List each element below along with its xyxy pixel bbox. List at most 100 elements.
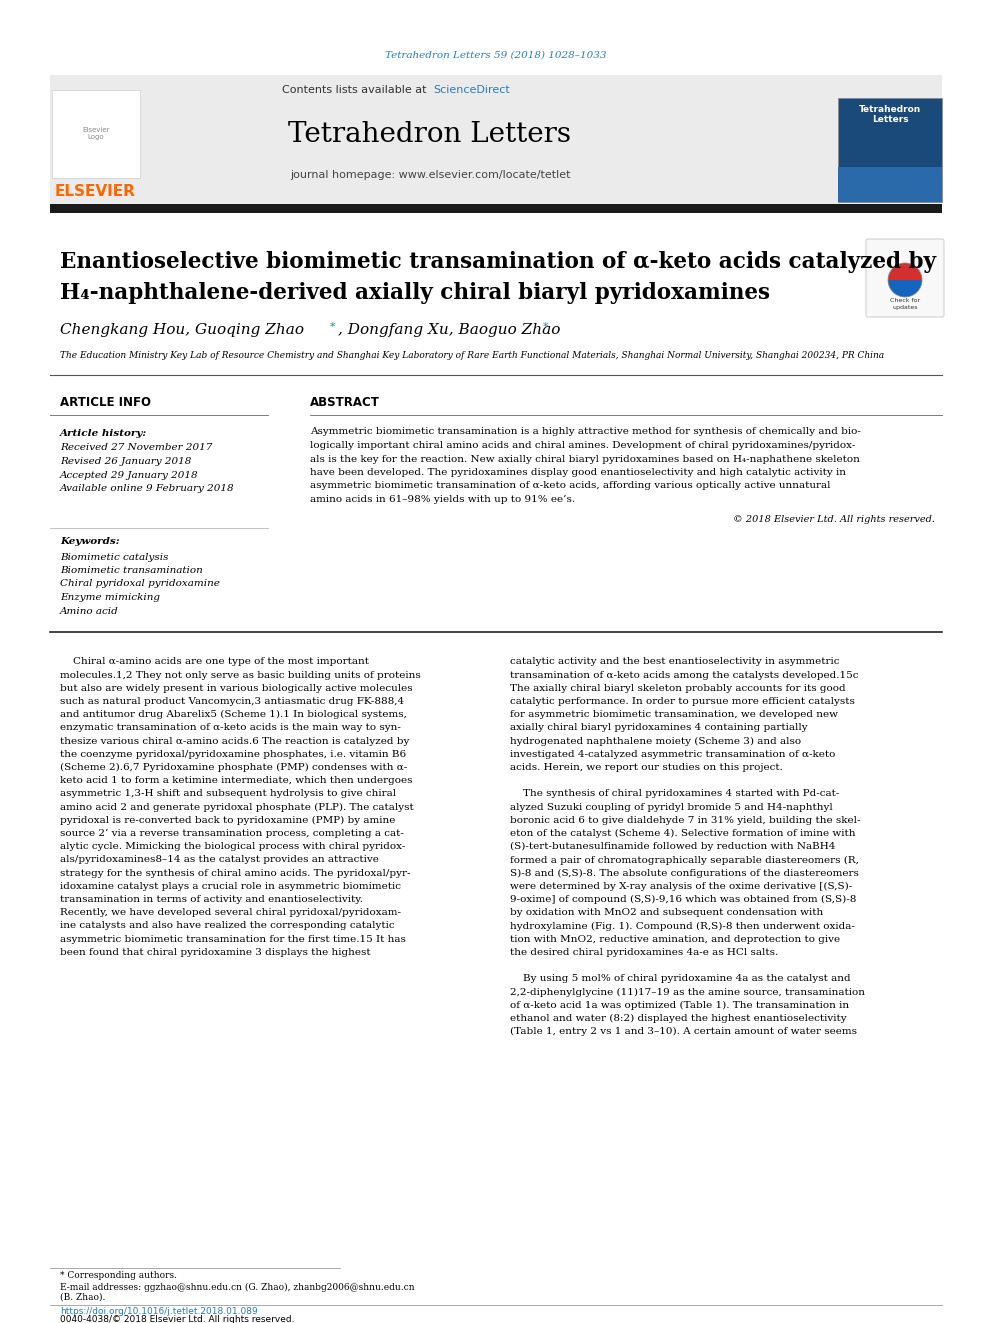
Text: hydroxylamine (Fig. 1). Compound (R,S)-8 then underwent oxida-: hydroxylamine (Fig. 1). Compound (R,S)-8… <box>510 921 855 930</box>
Text: enzymatic transamination of α-keto acids is the main way to syn-: enzymatic transamination of α-keto acids… <box>60 724 401 733</box>
Bar <box>838 167 942 202</box>
Text: By using 5 mol% of chiral pyridoxamine 4a as the catalyst and: By using 5 mol% of chiral pyridoxamine 4… <box>510 974 850 983</box>
FancyBboxPatch shape <box>866 239 944 318</box>
Text: Accepted 29 January 2018: Accepted 29 January 2018 <box>60 471 198 479</box>
Text: logically important chiral amino acids and chiral amines. Development of chiral : logically important chiral amino acids a… <box>310 441 855 450</box>
Text: the coenzyme pyridoxal/pyridoxamine phosphates, i.e. vitamin B6: the coenzyme pyridoxal/pyridoxamine phos… <box>60 750 406 759</box>
Text: by oxidation with MnO2 and subsequent condensation with: by oxidation with MnO2 and subsequent co… <box>510 909 823 917</box>
Text: * Corresponding authors.: * Corresponding authors. <box>60 1271 177 1281</box>
Text: Tetrahedron Letters: Tetrahedron Letters <box>289 122 571 148</box>
Text: Elsevier
Logo: Elsevier Logo <box>82 127 110 140</box>
Text: have been developed. The pyridoxamines display good enantioselectivity and high : have been developed. The pyridoxamines d… <box>310 468 846 478</box>
Text: hydrogenated naphthalene moiety (Scheme 3) and also: hydrogenated naphthalene moiety (Scheme … <box>510 737 802 746</box>
Text: *: * <box>330 321 335 332</box>
Text: asymmetric biomimetic transamination of α-keto acids, affording various opticall: asymmetric biomimetic transamination of … <box>310 482 830 491</box>
Text: were determined by X-ray analysis of the oxime derivative [(S,S)-: were determined by X-ray analysis of the… <box>510 882 852 890</box>
Text: strategy for the synthesis of chiral amino acids. The pyridoxal/pyr-: strategy for the synthesis of chiral ami… <box>60 869 411 877</box>
Text: Recently, we have developed several chiral pyridoxal/pyridoxam-: Recently, we have developed several chir… <box>60 909 401 917</box>
Text: The axially chiral biaryl skeleton probably accounts for its good: The axially chiral biaryl skeleton proba… <box>510 684 845 693</box>
Text: updates: updates <box>892 306 918 311</box>
Text: © 2018 Elsevier Ltd. All rights reserved.: © 2018 Elsevier Ltd. All rights reserved… <box>733 516 935 524</box>
Text: (Scheme 2).6,7 Pyridoxamine phosphate (PMP) condenses with α-: (Scheme 2).6,7 Pyridoxamine phosphate (P… <box>60 763 408 773</box>
Text: Enzyme mimicking: Enzyme mimicking <box>60 593 160 602</box>
Text: https://doi.org/10.1016/j.tetlet.2018.01.089: https://doi.org/10.1016/j.tetlet.2018.01… <box>60 1307 258 1316</box>
Text: Chengkang Hou, Guoqing Zhao: Chengkang Hou, Guoqing Zhao <box>60 323 309 337</box>
Text: ARTICLE INFO: ARTICLE INFO <box>60 396 151 409</box>
Text: tion with MnO2, reductive amination, and deprotection to give: tion with MnO2, reductive amination, and… <box>510 935 840 943</box>
Text: source 2’ via a reverse transamination process, completing a cat-: source 2’ via a reverse transamination p… <box>60 830 404 837</box>
Text: als is the key for the reaction. New axially chiral biaryl pyridoxamines based o: als is the key for the reaction. New axi… <box>310 455 860 463</box>
Text: *: * <box>543 321 549 332</box>
Text: (S)-tert-butanesulfinamide followed by reduction with NaBH4: (S)-tert-butanesulfinamide followed by r… <box>510 843 835 852</box>
Text: investigated 4-catalyzed asymmetric transamination of α-keto: investigated 4-catalyzed asymmetric tran… <box>510 750 835 759</box>
Bar <box>50 204 942 213</box>
Text: S)-8 and (S,S)-8. The absolute configurations of the diastereomers: S)-8 and (S,S)-8. The absolute configura… <box>510 869 859 877</box>
Text: been found that chiral pyridoxamine 3 displays the highest: been found that chiral pyridoxamine 3 di… <box>60 947 371 957</box>
Text: formed a pair of chromatographically separable diastereomers (R,: formed a pair of chromatographically sep… <box>510 856 859 864</box>
Text: ScienceDirect: ScienceDirect <box>433 85 510 95</box>
Text: The synthesis of chiral pyridoxamines 4 started with Pd-cat-: The synthesis of chiral pyridoxamines 4 … <box>510 790 839 799</box>
Text: thesize various chiral α-amino acids.6 The reaction is catalyzed by: thesize various chiral α-amino acids.6 T… <box>60 737 410 746</box>
Text: such as natural product Vancomycin,3 antiasmatic drug FK-888,4: such as natural product Vancomycin,3 ant… <box>60 697 404 706</box>
Wedge shape <box>888 263 922 280</box>
Text: (Table 1, entry 2 vs 1 and 3–10). A certain amount of water seems: (Table 1, entry 2 vs 1 and 3–10). A cert… <box>510 1027 857 1036</box>
Text: journal homepage: www.elsevier.com/locate/tetlet: journal homepage: www.elsevier.com/locat… <box>290 169 570 180</box>
Text: idoxamine catalyst plays a crucial role in asymmetric biomimetic: idoxamine catalyst plays a crucial role … <box>60 882 401 890</box>
Text: ABSTRACT: ABSTRACT <box>310 396 380 409</box>
Text: Contents lists available at: Contents lists available at <box>282 85 430 95</box>
Text: Tetrahedron: Tetrahedron <box>859 106 922 115</box>
Text: Revised 26 January 2018: Revised 26 January 2018 <box>60 456 191 466</box>
Text: keto acid 1 to form a ketimine intermediate, which then undergoes: keto acid 1 to form a ketimine intermedi… <box>60 777 413 786</box>
Text: boronic acid 6 to give dialdehyde 7 in 31% yield, building the skel-: boronic acid 6 to give dialdehyde 7 in 3… <box>510 816 860 826</box>
Text: the desired chiral pyridoxamines 4a-e as HCl salts.: the desired chiral pyridoxamines 4a-e as… <box>510 947 779 957</box>
Text: but also are widely present in various biologically active molecules: but also are widely present in various b… <box>60 684 413 693</box>
Text: alyzed Suzuki coupling of pyridyl bromide 5 and H4-naphthyl: alyzed Suzuki coupling of pyridyl bromid… <box>510 803 832 812</box>
Text: 2,2-diphenylglycine (11)17–19 as the amine source, transamination: 2,2-diphenylglycine (11)17–19 as the ami… <box>510 987 865 996</box>
Text: amino acid 2 and generate pyridoxal phosphate (PLP). The catalyst: amino acid 2 and generate pyridoxal phos… <box>60 803 414 812</box>
Text: eton of the catalyst (Scheme 4). Selective formation of imine with: eton of the catalyst (Scheme 4). Selecti… <box>510 830 855 839</box>
Text: for asymmetric biomimetic transamination, we developed new: for asymmetric biomimetic transamination… <box>510 710 838 720</box>
Text: Chiral α-amino acids are one type of the most important: Chiral α-amino acids are one type of the… <box>60 658 369 667</box>
Text: E-mail addresses: ggzhao@shnu.edu.cn (G. Zhao), zhanbg2006@shnu.edu.cn: E-mail addresses: ggzhao@shnu.edu.cn (G.… <box>60 1282 415 1291</box>
Text: of α-keto acid 1a was optimized (Table 1). The transamination in: of α-keto acid 1a was optimized (Table 1… <box>510 1000 849 1009</box>
Text: (B. Zhao).: (B. Zhao). <box>60 1293 105 1302</box>
Text: Letters: Letters <box>872 115 909 124</box>
Text: asymmetric 1,3-H shift and subsequent hydrolysis to give chiral: asymmetric 1,3-H shift and subsequent hy… <box>60 790 396 799</box>
Text: asymmetric biomimetic transamination for the first time.15 It has: asymmetric biomimetic transamination for… <box>60 935 406 943</box>
Bar <box>52 90 140 179</box>
Text: transamination in terms of activity and enantioselectivity.: transamination in terms of activity and … <box>60 896 363 904</box>
Text: The Education Ministry Key Lab of Resource Chemistry and Shanghai Key Laboratory: The Education Ministry Key Lab of Resour… <box>60 351 884 360</box>
Bar <box>50 75 942 205</box>
Text: alytic cycle. Mimicking the biological process with chiral pyridox-: alytic cycle. Mimicking the biological p… <box>60 843 406 851</box>
Text: and antitumor drug Abarelix5 (Scheme 1).1 In biological systems,: and antitumor drug Abarelix5 (Scheme 1).… <box>60 710 407 720</box>
Text: catalytic performance. In order to pursue more efficient catalysts: catalytic performance. In order to pursu… <box>510 697 855 706</box>
Text: transamination of α-keto acids among the catalysts developed.15c: transamination of α-keto acids among the… <box>510 671 858 680</box>
Text: catalytic activity and the best enantioselectivity in asymmetric: catalytic activity and the best enantios… <box>510 658 839 667</box>
Text: ELSEVIER: ELSEVIER <box>55 184 136 200</box>
Text: amino acids in 61–98% yields with up to 91% ee’s.: amino acids in 61–98% yields with up to … <box>310 495 575 504</box>
Text: molecules.1,2 They not only serve as basic building units of proteins: molecules.1,2 They not only serve as bas… <box>60 671 421 680</box>
Text: H₄-naphthalene-derived axially chiral biaryl pyridoxamines: H₄-naphthalene-derived axially chiral bi… <box>60 282 770 304</box>
Text: ine catalysts and also have realized the corresponding catalytic: ine catalysts and also have realized the… <box>60 922 395 930</box>
Text: Check for: Check for <box>890 298 920 303</box>
Text: Enantioselective biomimetic transamination of α-keto acids catalyzed by: Enantioselective biomimetic transaminati… <box>60 251 936 273</box>
Text: Received 27 November 2017: Received 27 November 2017 <box>60 443 212 452</box>
Text: Biomimetic transamination: Biomimetic transamination <box>60 566 202 576</box>
Text: acids. Herein, we report our studies on this project.: acids. Herein, we report our studies on … <box>510 763 783 773</box>
Text: pyridoxal is re-converted back to pyridoxamine (PMP) by amine: pyridoxal is re-converted back to pyrido… <box>60 816 396 826</box>
Text: 0040-4038/© 2018 Elsevier Ltd. All rights reserved.: 0040-4038/© 2018 Elsevier Ltd. All right… <box>60 1315 295 1323</box>
Bar <box>838 98 942 202</box>
Wedge shape <box>888 280 922 296</box>
Text: Available online 9 February 2018: Available online 9 February 2018 <box>60 484 235 493</box>
Text: Keywords:: Keywords: <box>60 537 120 546</box>
Text: 9-oxime] of compound (S,S)-9,16 which was obtained from (S,S)-8: 9-oxime] of compound (S,S)-9,16 which wa… <box>510 896 856 904</box>
Text: Asymmetric biomimetic transamination is a highly attractive method for synthesis: Asymmetric biomimetic transamination is … <box>310 427 861 437</box>
Text: Biomimetic catalysis: Biomimetic catalysis <box>60 553 169 561</box>
Text: axially chiral biaryl pyridoxamines 4 containing partially: axially chiral biaryl pyridoxamines 4 co… <box>510 724 807 733</box>
Text: , Dongfang Xu, Baoguo Zhao: , Dongfang Xu, Baoguo Zhao <box>338 323 565 337</box>
Text: Chiral pyridoxal pyridoxamine: Chiral pyridoxal pyridoxamine <box>60 579 220 589</box>
Text: Article history:: Article history: <box>60 429 147 438</box>
Text: Tetrahedron Letters 59 (2018) 1028–1033: Tetrahedron Letters 59 (2018) 1028–1033 <box>385 50 607 60</box>
Text: Amino acid: Amino acid <box>60 606 119 615</box>
Text: als/pyridoxamines8–14 as the catalyst provides an attractive: als/pyridoxamines8–14 as the catalyst pr… <box>60 856 379 864</box>
